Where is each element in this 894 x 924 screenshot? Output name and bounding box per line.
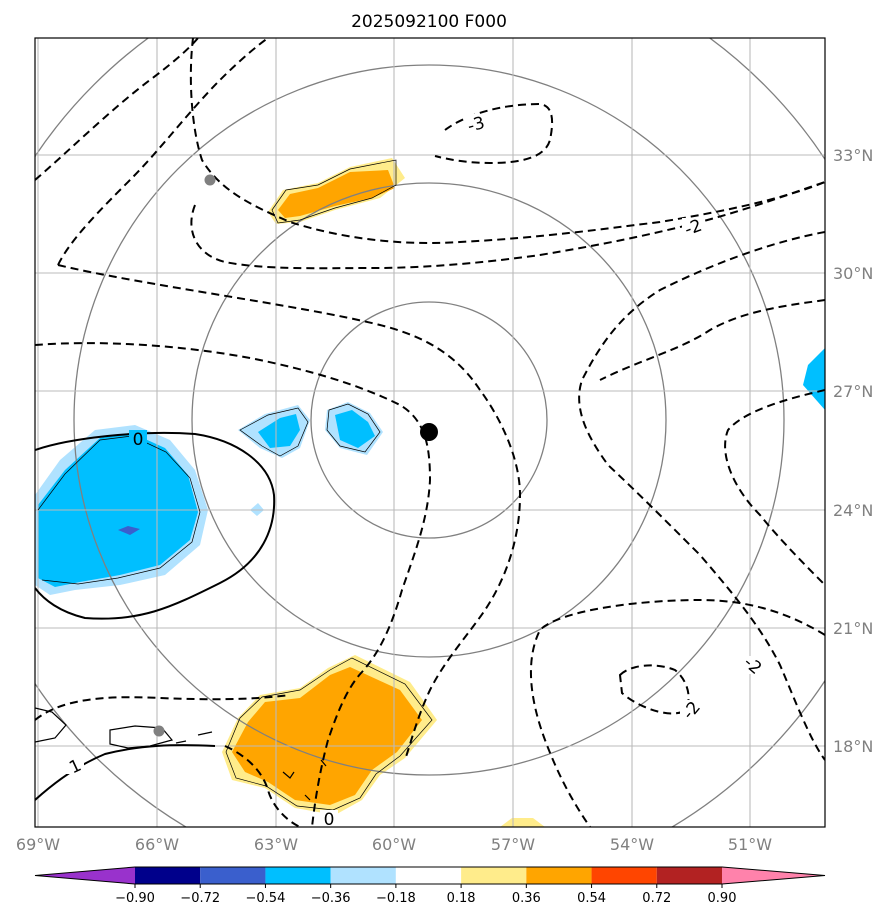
- blue-region-center-left-core: [258, 414, 300, 448]
- colorbar-tick-label: −0.36: [311, 891, 351, 906]
- shading-outlines: [37, 159, 433, 811]
- coast-island-small-5: [304, 794, 311, 801]
- colorbar-segment: [591, 867, 657, 884]
- coast-island-small-2: [197, 731, 213, 736]
- colorbar-segment: [135, 867, 201, 884]
- map-title: 2025092100 F000: [351, 12, 507, 32]
- lat-tick-labels: 18°N 21°N 24°N 27°N 30°N 33°N: [833, 146, 873, 756]
- contour-label-minus-three: -3: [465, 113, 487, 137]
- colorbar-tick-label: 0.36: [512, 891, 541, 906]
- dashed-contours: [35, 38, 825, 827]
- contour-dashed-4: [57, 264, 522, 761]
- orange-region-north-core: [278, 170, 395, 218]
- contour-dashed-2: [57, 38, 269, 266]
- lat-tick-label: 27°N: [833, 382, 873, 401]
- contour-dashed-1: [35, 38, 199, 181]
- lon-tick-label: 54°W: [610, 835, 654, 854]
- colorbar-segment: [526, 867, 592, 884]
- lon-tick-label: 66°W: [135, 835, 179, 854]
- lat-tick-label: 33°N: [833, 146, 873, 165]
- contour-dashed-8: [578, 231, 825, 761]
- range-ring-1: [310, 301, 548, 539]
- coast-island-small-3: [282, 771, 295, 779]
- colorbar-tick-label: −0.54: [246, 891, 286, 906]
- solid-contours: [35, 431, 276, 801]
- contour-dashed-14: [224, 745, 301, 827]
- coast-island-west: [35, 707, 67, 743]
- colorbar-extend-min: [35, 867, 135, 884]
- lon-tick-label: 57°W: [491, 835, 535, 854]
- colorbar-tick-label: 0.18: [447, 891, 476, 906]
- contour-dashed-10: [599, 299, 825, 381]
- colorbar-segment: [265, 867, 331, 884]
- colorbar-segment: [395, 867, 462, 884]
- contour-label-minus-two-ne: -2: [682, 216, 705, 241]
- station-marker-south: [153, 725, 165, 737]
- lon-tick-label: 63°W: [254, 835, 298, 854]
- contour-dashed-3: [35, 342, 432, 827]
- colorbar-tick-label: 0.90: [708, 891, 737, 906]
- lat-tick-label: 21°N: [833, 619, 873, 638]
- coastlines: [35, 707, 327, 801]
- lon-tick-label: 51°W: [728, 835, 772, 854]
- colorbar-segment: [330, 867, 396, 884]
- contour-one: [35, 744, 216, 801]
- orange-region-south-core: [232, 667, 422, 805]
- contour-labels: 0 1 0 -3 -2 -2 -2: [66, 113, 765, 830]
- lon-tick-labels: 69°W 66°W 63°W 60°W 57°W 54°W 51°W: [16, 835, 772, 854]
- lon-tick-label: 69°W: [16, 835, 60, 854]
- lon-tick-label: 60°W: [372, 835, 416, 854]
- coast-island-puerto-rico: [109, 725, 174, 749]
- colorbar-tick-label: −0.90: [115, 891, 155, 906]
- blue-region-center-core: [335, 410, 375, 448]
- range-ring-3: [73, 64, 785, 776]
- colorbar-tick-label: −0.72: [180, 891, 220, 906]
- dark-blue-spot: [118, 526, 140, 535]
- range-ring-2: [191, 182, 667, 658]
- outline-orange-south: [225, 657, 433, 811]
- lat-tick-label: 18°N: [833, 737, 873, 756]
- map-layers: 0 1 0 -3 -2 -2 -2: [35, 38, 825, 830]
- colorbar-tick-label: 0.72: [642, 891, 671, 906]
- colorbar-tick-label: 0.54: [577, 891, 606, 906]
- colorbar-extend-max: [722, 867, 825, 884]
- orange-region-southeast: [500, 818, 545, 827]
- outline-blue-center-left: [239, 407, 309, 457]
- lat-tick-label: 30°N: [833, 264, 873, 283]
- contour-dashed-11: [618, 664, 690, 715]
- colorbar-segment: [656, 867, 722, 884]
- range-rings: [35, 38, 825, 827]
- colorbar: −0.90 −0.72 −0.54 −0.36 −0.18 0.18 0.36 0.54 0.7…: [34, 866, 826, 906]
- lat-tick-label: 24°N: [833, 501, 873, 520]
- outline-blue-center: [326, 403, 381, 453]
- outline-blue-west: [37, 435, 201, 585]
- contour-dashed-13: [35, 694, 291, 721]
- colorbar-segment: [461, 867, 527, 884]
- gridlines: [35, 38, 825, 827]
- contour-label-zero-south: 0: [324, 810, 335, 830]
- contour-dashed-7: [434, 102, 554, 165]
- contour-dashed-6: [189, 38, 825, 244]
- outline-orange-north: [271, 159, 397, 224]
- contour-zero-closed: [35, 431, 276, 620]
- contour-dashed-12: [530, 598, 825, 827]
- blue-region-east-edge: [803, 348, 825, 410]
- colorbar-segment: [200, 867, 266, 884]
- coast-island-small-4: [320, 759, 327, 767]
- station-marker-north: [204, 174, 216, 186]
- storm-center-marker: [420, 423, 438, 441]
- colorbar-tick-label: −0.18: [376, 891, 416, 906]
- contour-label-zero-west: 0: [133, 430, 144, 450]
- coast-island-small-1: [175, 740, 187, 744]
- contour-dashed-9: [724, 389, 825, 586]
- plot-frame: [34, 37, 826, 828]
